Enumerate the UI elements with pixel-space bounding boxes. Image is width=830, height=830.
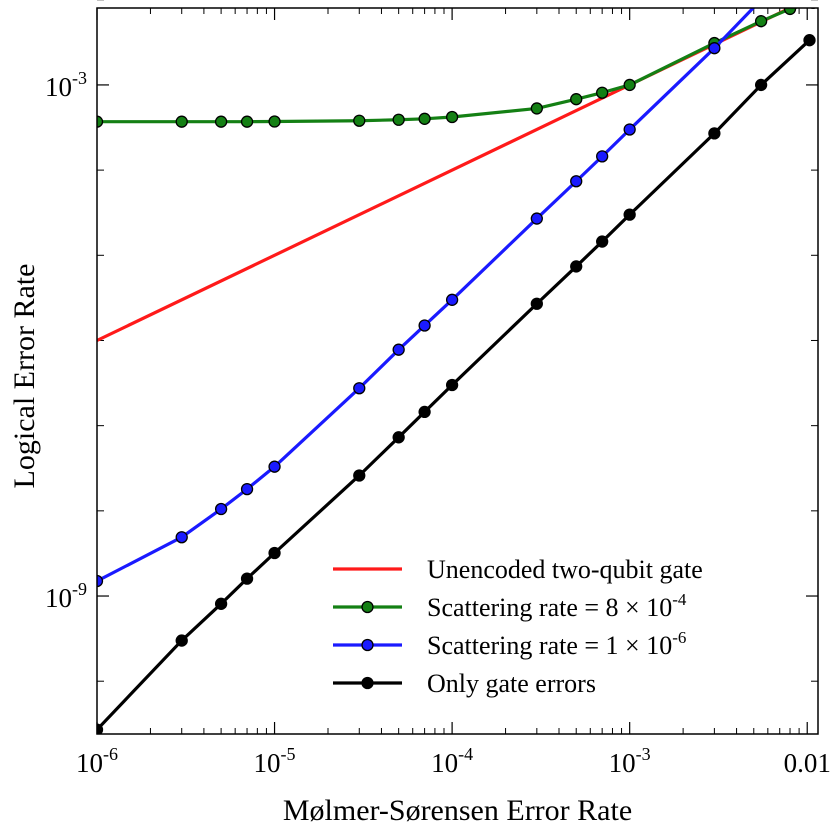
data-point [445,378,459,392]
data-point [418,319,431,332]
legend-marker [361,676,374,690]
data-point [596,150,609,163]
data-point [623,78,636,92]
legend-item: Only gate errors [333,669,596,698]
data-point [214,502,228,516]
data-point [596,86,609,99]
data-point [214,597,228,610]
legend-label: Unencoded two-qubit gate [427,555,703,584]
data-point [353,114,366,127]
x-tick-label: 0.01 [784,748,830,778]
series-line [97,39,811,731]
y-axis-label: Logical Error Rate [8,264,41,489]
data-point [623,123,636,136]
data-point [392,113,405,126]
tick-labels: 10-6 10-5 10-4 10-3 0.01 10-3 10-9 [45,68,830,778]
data-point [392,343,405,356]
series-3 [97,34,816,734]
series-line [97,8,756,583]
data-point [809,8,817,9]
legend-label: Scattering rate = 1 × 10-6 [427,628,686,660]
data-point [783,8,797,16]
series-2 [97,0,767,588]
data-point [268,546,281,560]
data-point [97,574,104,588]
legend-item: Scattering rate = 8 × 10-4 [333,590,687,622]
data-point [175,115,188,128]
x-tick-label: 10-4 [431,744,473,778]
data-point [175,634,188,647]
data-point [97,115,104,128]
data-point [623,208,636,221]
legend-marker [361,600,374,614]
plot-frame [96,7,819,735]
data-point [418,405,431,419]
x-tick-label: 10-6 [76,744,118,778]
data-point [445,293,459,306]
data-point [445,110,459,124]
data-point [353,469,366,482]
data-point [240,115,254,128]
y-tick-label: 10-9 [45,579,87,613]
data-point [240,482,254,496]
legend-item: Unencoded two-qubit gate [333,555,703,584]
legend: Unencoded two-qubit gate Scattering rate … [333,555,703,698]
legend-label: Only gate errors [427,669,596,698]
data-point [530,212,543,225]
legend-marker [361,638,374,652]
data-point [353,382,366,395]
data-point [268,115,281,128]
data-point [570,93,583,106]
data-point [530,297,543,310]
data-point [392,431,405,444]
x-tick-label: 10-5 [254,744,296,778]
data-point [240,572,254,585]
x-tick-label: 10-3 [609,744,651,778]
data-point [530,102,543,115]
data-point [97,723,104,734]
legend-item: Scattering rate = 1 × 10-6 [333,628,686,660]
data-point [570,260,583,273]
data-point [803,34,816,47]
data-point [570,175,583,188]
data-point [175,531,188,544]
axis-ticks [96,0,818,734]
data-point [754,78,768,92]
data-point [268,460,281,473]
data-point [214,115,228,128]
data-point [756,0,767,5]
series-1 [97,8,817,128]
y-tick-label: 10-3 [45,68,87,102]
data-point [708,127,721,140]
legend-label: Scattering rate = 8 × 10-4 [427,590,687,622]
data-point [418,112,431,125]
series-line [97,8,800,124]
series-layer [97,0,817,734]
data-point [708,42,721,55]
data-point [596,235,609,248]
data-point [754,15,768,28]
x-axis-label: Mølmer-Sørensen Error Rate [283,794,632,827]
